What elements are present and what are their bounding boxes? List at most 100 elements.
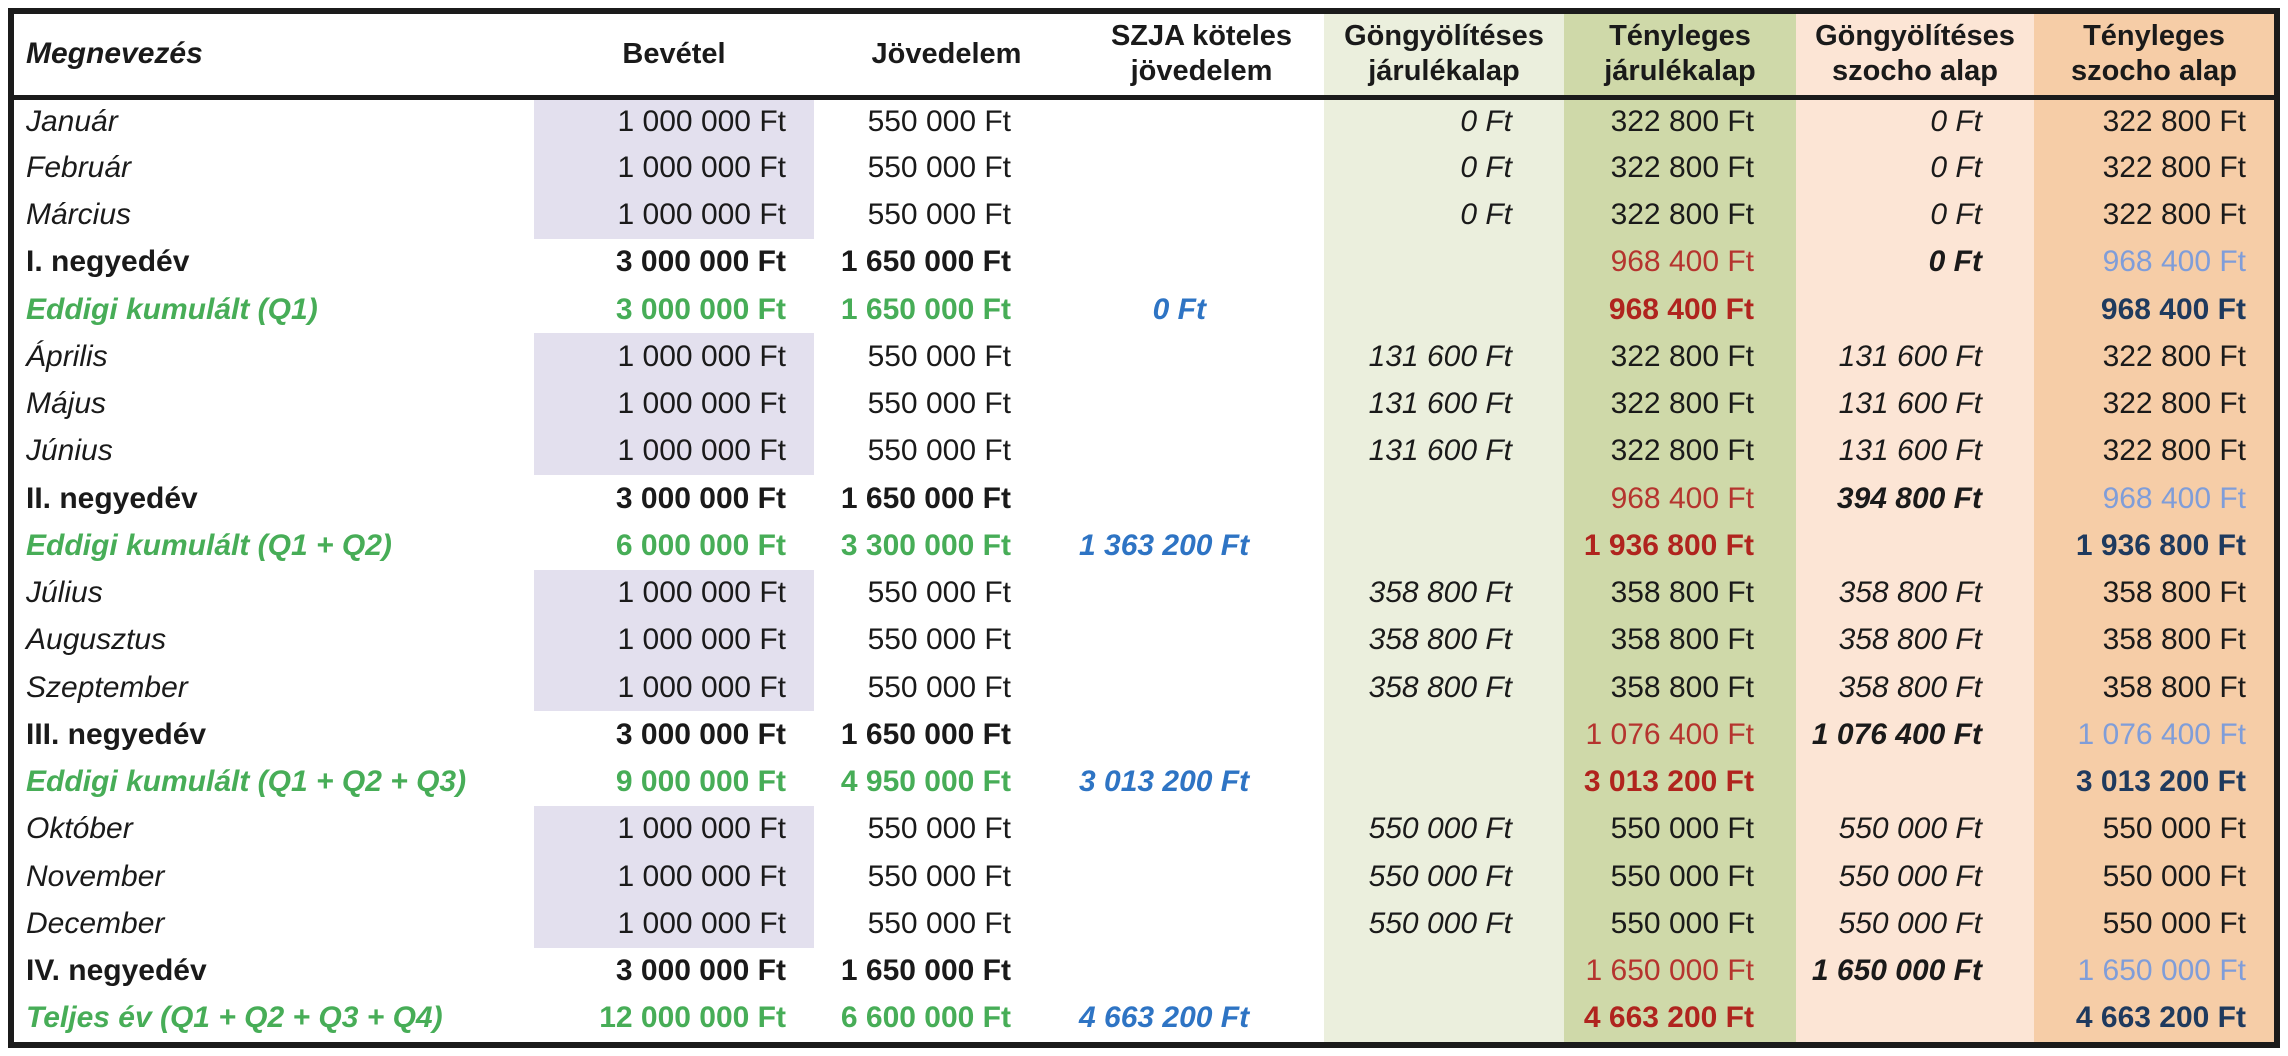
cell: 1 363 200 Ft [1079, 528, 1250, 562]
header-jovedelem: Jövedelem [814, 14, 1079, 100]
cell: 550 000 Ft [867, 104, 1011, 138]
cell: December [26, 906, 165, 940]
table-row-month: Június 1 000 000 Ft 550 000 Ft 131 600 Ft 32… [14, 427, 2274, 475]
cell: 1 650 000 Ft [1796, 947, 2034, 995]
cell: 394 800 Ft [1796, 475, 2034, 523]
cell: 1 000 000 Ft [534, 191, 814, 239]
table-row-month: Január 1 000 000 Ft 550 000 Ft 0 Ft 322 800 … [14, 97, 2274, 145]
table-header: Megnevezés Bevétel Jövedelem SZJA kötele… [14, 14, 2274, 100]
cell: 1 000 000 Ft [534, 900, 814, 948]
cell: 4 663 200 Ft [2034, 994, 2274, 1042]
table-row-month: Április 1 000 000 Ft 550 000 Ft 131 600 Ft 3… [14, 333, 2274, 381]
cell: 131 600 Ft [1324, 427, 1564, 475]
cell: 1 650 000 Ft [840, 292, 1011, 326]
cell: 322 800 Ft [2034, 380, 2274, 428]
table-row-month: December 1 000 000 Ft 550 000 Ft 550 000 Ft… [14, 900, 2274, 948]
cell [1324, 286, 1564, 334]
cell: 3 013 200 Ft [1564, 758, 1796, 806]
cell: 550 000 Ft [867, 339, 1011, 373]
cell: November [26, 859, 165, 893]
cell [1324, 238, 1564, 286]
table-row-month: Május 1 000 000 Ft 550 000 Ft 131 600 Ft 322… [14, 380, 2274, 428]
cell [1079, 617, 1324, 664]
cell: II. negyedév [26, 481, 198, 515]
cell: Eddigi kumulált (Q1 + Q2) [26, 528, 392, 562]
cell: 0 Ft [1796, 191, 2034, 239]
cell: 1 076 400 Ft [1564, 711, 1796, 759]
cell [1079, 664, 1324, 711]
cell: 358 800 Ft [1796, 664, 2034, 712]
cell: 550 000 Ft [867, 434, 1011, 468]
cell [1079, 333, 1324, 380]
cell: 3 300 000 Ft [840, 528, 1011, 562]
cell: 550 000 Ft [1564, 900, 1796, 948]
cell: Február [26, 150, 132, 184]
cell: 6 600 000 Ft [840, 1001, 1011, 1035]
table-row-quarter: I. negyedév 3 000 000 Ft 1 650 000 Ft 968 4… [14, 238, 2274, 286]
cell: 550 000 Ft [1324, 853, 1564, 901]
cell: 550 000 Ft [867, 150, 1011, 184]
header-bevetel: Bevétel [534, 14, 814, 100]
cell: 4 663 200 Ft [1079, 1001, 1250, 1035]
cell: 1 650 000 Ft [840, 717, 1011, 751]
cell: 358 800 Ft [1564, 664, 1796, 712]
cell: 550 000 Ft [1796, 853, 2034, 901]
table-row-quarter: IV. negyedév 3 000 000 Ft 1 650 000 Ft 1 65… [14, 947, 2274, 995]
cell: 322 800 Ft [2034, 333, 2274, 381]
spreadsheet-table-frame: Megnevezés Bevétel Jövedelem SZJA kötele… [8, 8, 2280, 1048]
cell [1079, 475, 1324, 522]
table-row-month: Szeptember 1 000 000 Ft 550 000 Ft 358 800 … [14, 664, 2274, 712]
cell [1079, 381, 1324, 428]
cell: 358 800 Ft [2034, 569, 2274, 617]
table-row-month: Július 1 000 000 Ft 550 000 Ft 358 800 Ft 35… [14, 569, 2274, 617]
table-row-month: November 1 000 000 Ft 550 000 Ft 550 000 Ft… [14, 853, 2274, 901]
cell: 131 600 Ft [1796, 427, 2034, 475]
cell: 1 000 000 Ft [534, 664, 814, 712]
cell: 550 000 Ft [2034, 853, 2274, 901]
cell: 358 800 Ft [1796, 569, 2034, 617]
cell: 322 800 Ft [2034, 191, 2274, 239]
cell [1079, 239, 1324, 286]
cell: 550 000 Ft [867, 623, 1011, 657]
cell: Január [26, 104, 118, 138]
cell: 358 800 Ft [2034, 664, 2274, 712]
table-row-month: Október 1 000 000 Ft 550 000 Ft 550 000 Ft 5… [14, 805, 2274, 853]
cell: 0 Ft [1324, 97, 1564, 145]
cell: 550 000 Ft [867, 670, 1011, 704]
cell: 968 400 Ft [2034, 286, 2274, 334]
cell: 322 800 Ft [1564, 427, 1796, 475]
cell: I. negyedév [26, 245, 190, 279]
cell: IV. negyedév [26, 954, 207, 988]
cell: 6 000 000 Ft [615, 528, 786, 562]
cell: 0 Ft [1796, 144, 2034, 192]
cell: 358 800 Ft [1564, 569, 1796, 617]
cell [1796, 522, 2034, 570]
cell: 0 Ft [1796, 97, 2034, 145]
cell: 968 400 Ft [2034, 238, 2274, 286]
cell: 358 800 Ft [1324, 569, 1564, 617]
cell: 550 000 Ft [867, 198, 1011, 232]
cell: 131 600 Ft [1324, 333, 1564, 381]
cell: 322 800 Ft [1564, 333, 1796, 381]
cell [1324, 475, 1564, 523]
table-row-cumulative: Eddigi kumulált (Q1 + Q2 + Q3) 9 000 000 … [14, 758, 2274, 806]
cell: 131 600 Ft [1796, 333, 2034, 381]
cell: 1 650 000 Ft [2034, 947, 2274, 995]
cell: 131 600 Ft [1796, 380, 2034, 428]
cell [1079, 711, 1324, 758]
cell: 550 000 Ft [1564, 853, 1796, 901]
cell [1796, 994, 2034, 1042]
cell: Május [26, 387, 107, 421]
cell [1079, 806, 1324, 853]
header-tenyleges-jarulekalap: Tényleges járulékalap [1564, 14, 1796, 100]
header-tenyleges-szocho-alap: Tényleges szocho alap [2034, 14, 2274, 100]
cell: 1 000 000 Ft [534, 380, 814, 428]
cell: 322 800 Ft [2034, 97, 2274, 145]
cell: Március [26, 198, 132, 232]
cell: 1 000 000 Ft [534, 427, 814, 475]
cell: 1 650 000 Ft [840, 245, 1011, 279]
cell: 550 000 Ft [867, 859, 1011, 893]
cell: 1 000 000 Ft [534, 805, 814, 853]
table-row-quarter: III. negyedév 3 000 000 Ft 1 650 000 Ft 1 0… [14, 711, 2274, 759]
cell: 550 000 Ft [1796, 900, 2034, 948]
